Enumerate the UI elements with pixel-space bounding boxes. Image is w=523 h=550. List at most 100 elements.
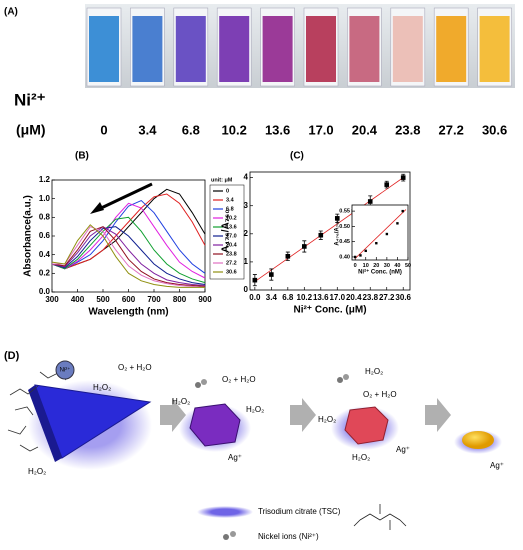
- vial-solution: [175, 16, 206, 82]
- panel-label: (B): [75, 151, 89, 162]
- y-tick-label: 1.0: [39, 194, 51, 203]
- panel-label: (A): [4, 7, 18, 18]
- data-point: [400, 175, 406, 180]
- concentration-label: 6.8: [182, 122, 200, 137]
- spectrum-line: [51, 226, 206, 286]
- data-point: [252, 277, 258, 283]
- species-label: Ag⁺: [490, 461, 504, 470]
- concentration-label: 10.2: [222, 122, 247, 137]
- y-axis-label: A₄₇₆/A₇₆₀: [221, 209, 232, 253]
- arrow: [96, 182, 153, 212]
- legend-label: Trisodium citrate (TSC): [258, 507, 341, 516]
- data-point: [401, 209, 404, 213]
- arrow-head: [90, 202, 104, 214]
- y-tick-label: 0.4: [39, 250, 51, 259]
- ion-label: Ni²⁺: [60, 367, 71, 374]
- nickel-ion: [343, 374, 349, 380]
- vial-solution: [132, 16, 163, 82]
- nickel-ion: [195, 382, 201, 388]
- y-tick-label: 0.2: [39, 268, 51, 277]
- triangle-edge: [28, 385, 62, 462]
- x-tick-label: 27.2: [379, 293, 395, 302]
- species-label: H₂O₂: [172, 397, 190, 406]
- legend-swatch: [230, 531, 236, 537]
- species-label: H₂O₂: [352, 453, 370, 462]
- species-label: Ag⁺: [228, 453, 242, 462]
- spectrum-line: [51, 199, 206, 274]
- x-tick-label: 17.0: [329, 293, 345, 302]
- data-point: [302, 244, 307, 249]
- y-tick-label: 2: [244, 229, 249, 238]
- y-axis-label: A₄₇₆/A₇₆₀: [335, 219, 341, 245]
- x-tick-label: 20.4: [346, 293, 362, 302]
- concentration-label: 23.8: [395, 122, 420, 137]
- data-point: [364, 249, 367, 253]
- reaction-label: O₂ + H₂O: [118, 363, 152, 372]
- species-label: H₂O₂: [28, 467, 46, 476]
- legend-label: Nickel ions (Ni²⁺): [258, 532, 319, 541]
- nickel-ion: [337, 377, 343, 383]
- vial-solution: [479, 16, 510, 82]
- panel-label: (D): [4, 350, 20, 362]
- vial-solution: [436, 16, 467, 82]
- concentration-label: 20.4: [352, 122, 378, 137]
- x-tick-label: 800: [173, 295, 187, 304]
- x-axis-label: Wavelength (nm): [88, 307, 168, 318]
- truncated-nanoplate: [189, 403, 241, 447]
- data-point: [375, 241, 378, 245]
- fit-line: [254, 177, 404, 282]
- spectrum-line: [52, 226, 206, 288]
- vial-solution: [89, 16, 119, 82]
- concentration-label: 30.6: [482, 122, 507, 137]
- vial-solution: [219, 16, 250, 82]
- x-tick-label: 0: [354, 263, 357, 269]
- y-tick-label: 0.40: [339, 254, 350, 260]
- legend-label: 3.4: [226, 197, 235, 203]
- legend-title: unit: μM: [211, 177, 233, 183]
- data-point: [318, 232, 324, 238]
- x-tick-label: 600: [122, 295, 136, 304]
- y-tick-label: 0.55: [339, 209, 350, 215]
- y-tick-label: 3: [244, 201, 249, 210]
- y-tick-label: 1.2: [39, 175, 51, 184]
- x-axis-label: Ni²⁺ Conc. (μM): [293, 305, 366, 316]
- x-tick-label: 30: [384, 263, 390, 269]
- chart: (B) 300 400 500 600 700 800 900 0.0 0.2 0.4 0.6 0.8 1…: [23, 151, 245, 318]
- hexagonal-nanoplate: [344, 406, 389, 445]
- x-tick-label: 0.0: [249, 293, 261, 302]
- panel-a: (A) Ni²⁺ (μM) 0 3.4 6.8 10.2 13.6 17.0 20.4 23.…: [4, 4, 515, 138]
- citrate: [7, 371, 67, 452]
- legend-label: 27.2: [226, 260, 237, 266]
- concentration-label: 17.0: [308, 122, 333, 137]
- reaction-label: O₂ + H₂O: [363, 390, 397, 399]
- legend-swatch: [197, 506, 253, 518]
- x-tick-label: 10: [363, 263, 369, 269]
- y-tick-label: 0.50: [339, 224, 350, 230]
- spectrum-line: [51, 202, 206, 279]
- spectrum-line: [51, 226, 206, 287]
- x-tick-label: 500: [96, 295, 110, 304]
- nickel-ion: [201, 379, 207, 385]
- legend-swatch: [223, 534, 229, 540]
- y-tick-label: 1: [244, 257, 249, 266]
- x-tick-label: 300: [45, 295, 59, 304]
- reaction-label: O₂ + H₂O: [222, 375, 256, 384]
- vial-solution: [306, 16, 336, 82]
- legend-box: [209, 184, 245, 280]
- x-tick-label: 900: [198, 295, 212, 304]
- x-tick-label: 30.6: [395, 293, 411, 302]
- data-point: [359, 254, 362, 257]
- species-label: Ag⁺: [396, 445, 410, 454]
- x-tick-label: 13.6: [313, 293, 329, 302]
- concentration-label: 0: [100, 122, 107, 137]
- data-point: [384, 182, 390, 187]
- legend-label: 10.2: [226, 215, 237, 221]
- vial-solution: [349, 16, 380, 82]
- x-tick-label: 20: [373, 263, 379, 269]
- x-tick-label: 6.8: [282, 293, 294, 302]
- data-point: [367, 199, 373, 204]
- legend-label: 20.4: [226, 242, 238, 248]
- x-tick-label: 23.8: [362, 293, 378, 302]
- legend-label: 30.6: [226, 269, 237, 275]
